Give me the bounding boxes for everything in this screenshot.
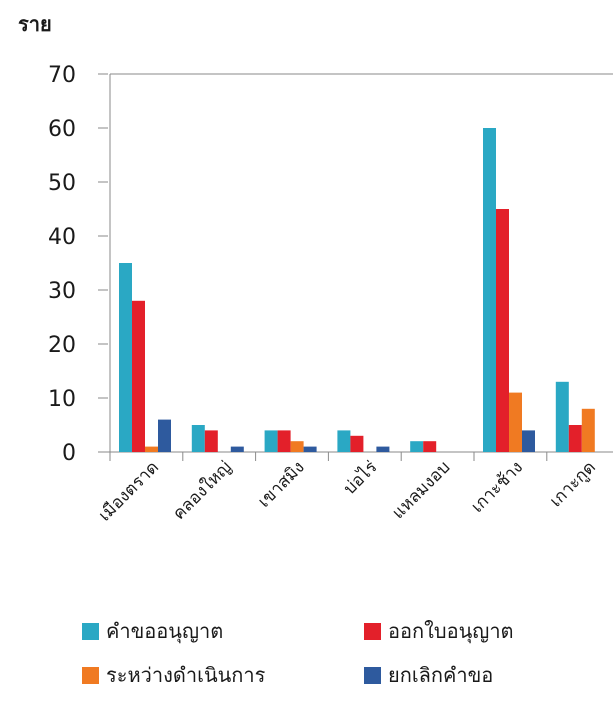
y-axis-unit-label: ราย <box>18 12 52 36</box>
y-tick-label-0: 0 <box>62 441 76 466</box>
x-category-label-6: เกาะช้าง <box>468 457 528 517</box>
bar-2-5 <box>423 441 437 452</box>
x-category-label-5: แหลมงอบ <box>388 457 454 523</box>
legend-item-requests: คำขออนุญาต <box>82 615 364 647</box>
chart-legend: คำขออนุญาต ออกใบอนุญาต ระหว่างดำเนินการ … <box>82 615 602 691</box>
bar-1-2 <box>191 425 205 452</box>
bar-4-4 <box>376 446 390 452</box>
y-tick-label-40: 40 <box>48 225 76 250</box>
bar-4-3 <box>303 446 317 452</box>
bar-2-4 <box>350 435 364 452</box>
x-category-label-7: เกาะกูด <box>546 457 600 511</box>
bar-2-7 <box>568 425 582 452</box>
legend-swatch-in-progress <box>82 666 99 684</box>
bar-1-1 <box>119 263 132 452</box>
bar-3-3 <box>290 441 304 452</box>
bar-1-5 <box>410 441 424 452</box>
legend-label-cancelled: ยกเลิกคำขอ <box>388 663 494 687</box>
legend-item-issued: ออกใบอนุญาต <box>364 615 604 647</box>
x-category-label-1: เมืองตราด <box>95 457 163 525</box>
legend-label-requests: คำขออนุญาต <box>106 619 224 643</box>
legend-swatch-issued <box>364 622 381 640</box>
y-tick-label-70: 70 <box>48 63 76 88</box>
bar-3-6 <box>509 392 522 452</box>
bar-3-1 <box>145 446 158 452</box>
y-tick-label-10: 10 <box>48 387 76 412</box>
y-tick-label-20: 20 <box>48 333 76 358</box>
x-category-label-4: บ่อไร่ <box>339 457 381 499</box>
y-tick-label-60: 60 <box>48 117 76 142</box>
bar-4-2 <box>230 446 244 452</box>
bar-1-4 <box>337 430 351 452</box>
bar-3-7 <box>581 408 595 452</box>
legend-item-in-progress: ระหว่างดำเนินการ <box>82 659 364 691</box>
y-tick-label-30: 30 <box>48 279 76 304</box>
bar-2-3 <box>277 430 291 452</box>
legend-item-cancelled: ยกเลิกคำขอ <box>364 659 604 691</box>
legend-label-issued: ออกใบอนุญาต <box>388 619 514 643</box>
legend-swatch-cancelled <box>364 666 381 684</box>
bar-2-1 <box>132 300 145 452</box>
bar-1-6 <box>483 128 496 452</box>
bar-2-2 <box>204 430 218 452</box>
bar-1-7 <box>555 381 569 452</box>
y-tick-label-50: 50 <box>48 171 76 196</box>
bar-1-3 <box>264 430 278 452</box>
legend-label-in-progress: ระหว่างดำเนินการ <box>106 663 266 687</box>
bar-4-1 <box>158 419 171 452</box>
bar-4-6 <box>522 430 535 452</box>
legend-swatch-requests <box>82 622 99 640</box>
bar-chart: 0 10 20 30 40 50 60 70 เมืองตราด คลองใหญ่ เขาสมิง บ… <box>48 63 613 525</box>
bar-2-6 <box>496 209 509 452</box>
x-category-label-3: เขาสมิง <box>254 457 308 511</box>
x-category-label-2: คลองใหญ่ <box>168 457 235 524</box>
